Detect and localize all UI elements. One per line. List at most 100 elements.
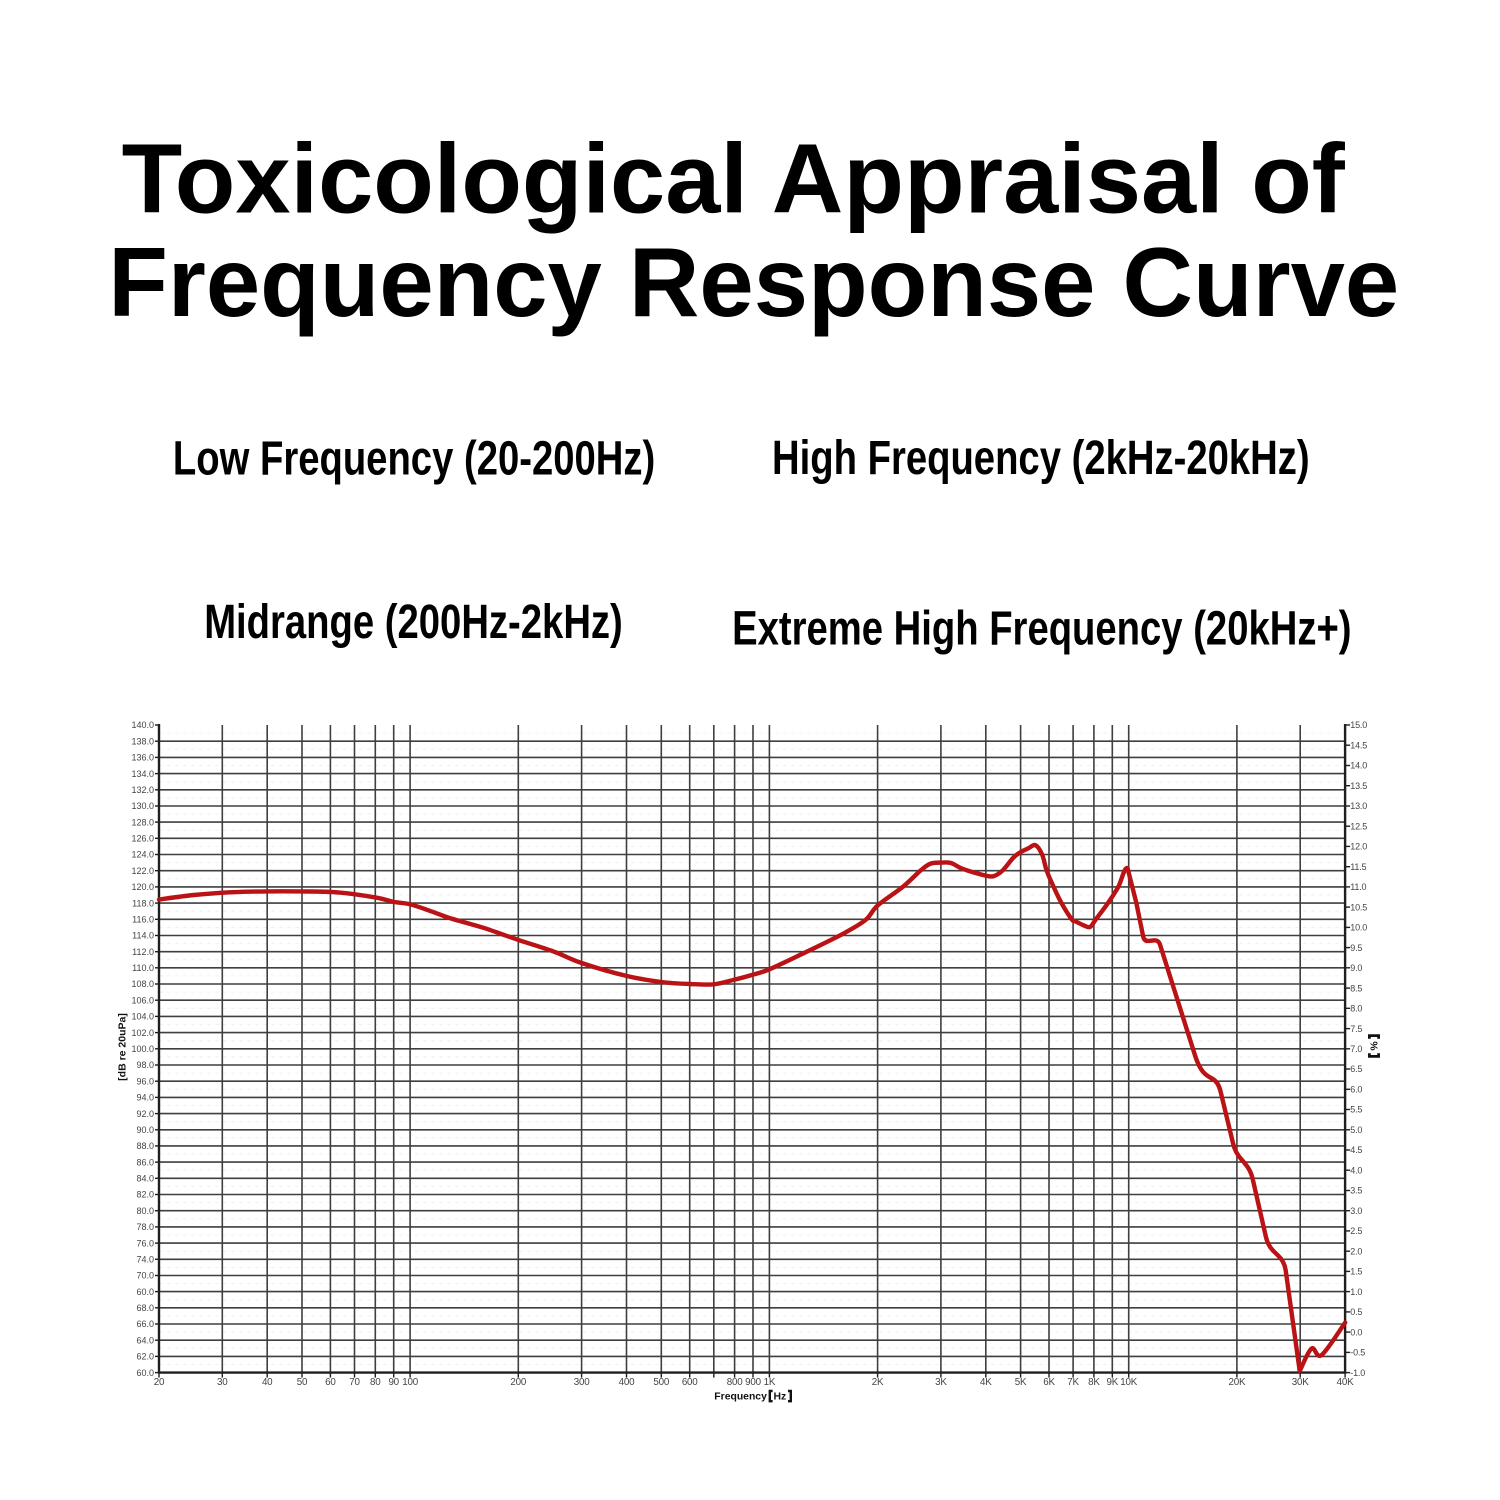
svg-text:Hz: Hz [774, 1392, 787, 1403]
svg-text:2.0: 2.0 [1350, 1246, 1362, 1256]
svg-text:122.0: 122.0 [131, 866, 154, 876]
svg-text:5.0: 5.0 [1350, 1125, 1362, 1135]
svg-text:94.0: 94.0 [136, 1093, 154, 1103]
svg-text:30K: 30K [1292, 1377, 1309, 1388]
svg-text:Extreme High Frequency (20kHz+: Extreme High Frequency (20kHz+) [732, 601, 1351, 655]
svg-text:10.5: 10.5 [1350, 902, 1367, 912]
svg-text:96.0: 96.0 [136, 1076, 154, 1086]
svg-text:100.0: 100.0 [131, 1044, 154, 1054]
svg-text:500: 500 [653, 1377, 669, 1388]
svg-text:86.0: 86.0 [136, 1157, 154, 1167]
svg-text:5.5: 5.5 [1350, 1105, 1362, 1115]
svg-text:88.0: 88.0 [136, 1141, 154, 1151]
svg-text:30: 30 [217, 1377, 228, 1388]
svg-text:Frequency Response Curve: Frequency Response Curve [108, 227, 1399, 337]
svg-text:8K: 8K [1088, 1377, 1100, 1388]
svg-text:68.0: 68.0 [136, 1303, 154, 1313]
svg-text:136.0: 136.0 [131, 753, 154, 763]
svg-text:84.0: 84.0 [136, 1174, 154, 1184]
svg-text:112.0: 112.0 [132, 947, 154, 957]
svg-text:Midrange (200Hz-2kHz): Midrange (200Hz-2kHz) [204, 595, 623, 649]
svg-text:3.0: 3.0 [1350, 1206, 1362, 1216]
svg-text:6K: 6K [1043, 1377, 1055, 1388]
svg-text:40K: 40K [1337, 1377, 1354, 1388]
svg-text:4K: 4K [980, 1377, 992, 1388]
svg-text:128.0: 128.0 [131, 817, 154, 827]
svg-text:110.0: 110.0 [132, 963, 154, 973]
svg-text:102.0: 102.0 [131, 1028, 154, 1038]
svg-text:90.0: 90.0 [136, 1125, 154, 1135]
svg-text:0.5: 0.5 [1350, 1307, 1362, 1317]
svg-text:74.0: 74.0 [136, 1255, 154, 1265]
svg-text:100: 100 [402, 1377, 418, 1388]
svg-text:300: 300 [574, 1377, 590, 1388]
svg-text:Frequency: Frequency [714, 1392, 767, 1403]
svg-text:4.0: 4.0 [1350, 1165, 1362, 1175]
svg-text:60.0: 60.0 [136, 1368, 154, 1378]
svg-text:104.0: 104.0 [131, 1012, 154, 1022]
svg-text:80: 80 [370, 1377, 381, 1388]
svg-text:200: 200 [510, 1377, 526, 1388]
svg-text:15.0: 15.0 [1350, 720, 1367, 730]
svg-text:20: 20 [154, 1377, 165, 1388]
svg-text:130.0: 130.0 [131, 801, 154, 811]
svg-text:11.5: 11.5 [1350, 862, 1366, 872]
svg-text:9.5: 9.5 [1350, 943, 1362, 953]
svg-text:60.0: 60.0 [136, 1287, 154, 1297]
svg-text:114.0: 114.0 [132, 931, 154, 941]
svg-text:Toxicological Appraisal of: Toxicological Appraisal of [122, 124, 1346, 233]
svg-text:124.0: 124.0 [131, 850, 154, 860]
svg-text:90: 90 [388, 1377, 399, 1388]
svg-text:1.5: 1.5 [1350, 1267, 1362, 1277]
svg-text:1K: 1K [764, 1377, 776, 1388]
svg-text:78.0: 78.0 [136, 1222, 154, 1232]
svg-text:8.5: 8.5 [1350, 983, 1362, 993]
svg-text:12.0: 12.0 [1350, 842, 1367, 852]
svg-text:400: 400 [619, 1377, 635, 1388]
svg-text:20K: 20K [1228, 1377, 1245, 1388]
svg-text:50: 50 [297, 1377, 308, 1388]
svg-text:14.0: 14.0 [1350, 761, 1367, 771]
svg-text:62.0: 62.0 [136, 1352, 154, 1362]
svg-text:60: 60 [325, 1377, 336, 1388]
svg-text:7.5: 7.5 [1350, 1024, 1362, 1034]
svg-text:8.0: 8.0 [1350, 1004, 1362, 1014]
svg-text:0.0: 0.0 [1350, 1327, 1362, 1337]
svg-text:800: 800 [727, 1377, 743, 1388]
svg-text:2.5: 2.5 [1350, 1226, 1362, 1236]
svg-text:64.0: 64.0 [136, 1335, 154, 1345]
svg-text:116.0: 116.0 [132, 915, 154, 925]
svg-text:108.0: 108.0 [131, 979, 154, 989]
svg-text:14.5: 14.5 [1350, 740, 1367, 750]
svg-text:9.0: 9.0 [1350, 963, 1362, 973]
svg-text:7K: 7K [1067, 1377, 1079, 1388]
svg-text:120.0: 120.0 [131, 882, 154, 892]
svg-text:7.0: 7.0 [1350, 1044, 1362, 1054]
svg-text:126.0: 126.0 [131, 834, 154, 844]
svg-text:10.0: 10.0 [1350, 923, 1367, 933]
svg-text:10K: 10K [1120, 1377, 1137, 1388]
svg-text:900: 900 [745, 1377, 761, 1388]
svg-text:70.0: 70.0 [136, 1271, 154, 1281]
svg-text:82.0: 82.0 [136, 1190, 154, 1200]
svg-text:2K: 2K [872, 1377, 884, 1388]
svg-text:High Frequency (2kHz-20kHz): High Frequency (2kHz-20kHz) [772, 431, 1310, 485]
svg-text:6.0: 6.0 [1350, 1085, 1362, 1095]
svg-text:140.0: 140.0 [131, 720, 154, 730]
svg-text:3K: 3K [935, 1377, 947, 1388]
svg-text:40: 40 [262, 1377, 273, 1388]
svg-text:98.0: 98.0 [136, 1060, 154, 1070]
svg-text:13.0: 13.0 [1350, 801, 1367, 811]
svg-text:9K: 9K [1107, 1377, 1119, 1388]
svg-text:600: 600 [682, 1377, 698, 1388]
svg-text:-1.0: -1.0 [1350, 1368, 1365, 1378]
svg-text:-0.5: -0.5 [1350, 1348, 1365, 1358]
svg-text:Low Frequency (20-200Hz): Low Frequency (20-200Hz) [173, 431, 655, 485]
svg-text:5K: 5K [1015, 1377, 1027, 1388]
svg-text:92.0: 92.0 [136, 1109, 154, 1119]
svg-text:[dB re 20uPa]: [dB re 20uPa] [117, 1013, 129, 1081]
svg-text:118.0: 118.0 [132, 898, 154, 908]
svg-text:76.0: 76.0 [136, 1238, 154, 1248]
svg-text:138.0: 138.0 [131, 736, 154, 746]
svg-text:3.5: 3.5 [1350, 1186, 1362, 1196]
